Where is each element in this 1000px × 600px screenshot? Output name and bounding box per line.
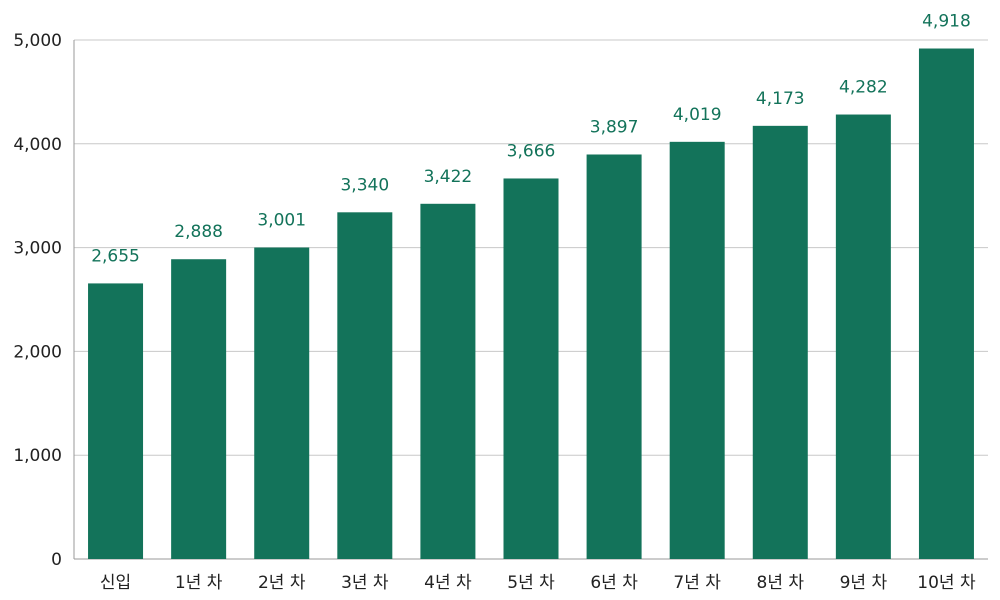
x-category-label: 6년 차 xyxy=(590,573,638,593)
bar xyxy=(337,212,393,560)
data-labels: 2,655 2,888 3,001 3,340 3,422 3,666 3,897 4,019… xyxy=(91,12,971,267)
x-category-label: 4년 차 xyxy=(424,573,472,593)
bar-value-label: 2,888 xyxy=(174,222,223,242)
y-axis-tick-labels: 0 1,000 2,000 3,000 4,000 5,000 xyxy=(13,31,62,570)
x-axis-category-labels: 신입 1년 차 2년 차 3년 차 4년 차 5년 차 6년 차 7년 차 8년 차 9년 차 10… xyxy=(100,573,976,593)
bar xyxy=(503,178,559,560)
x-category-label: 1년 차 xyxy=(175,573,223,593)
x-category-label: 5년 차 xyxy=(507,573,555,593)
x-category-label: 2년 차 xyxy=(258,573,306,593)
y-tick-label: 5,000 xyxy=(13,31,62,51)
bar-value-label: 3,666 xyxy=(507,141,556,161)
bar xyxy=(918,48,974,560)
bar-value-label: 4,019 xyxy=(673,105,722,125)
y-tick-label: 0 xyxy=(51,550,62,570)
x-category-label: 7년 차 xyxy=(673,573,721,593)
y-tick-label: 4,000 xyxy=(13,135,62,155)
x-category-label: 8년 차 xyxy=(757,573,805,593)
bar xyxy=(586,154,642,559)
bars xyxy=(88,48,974,560)
x-category-label: 신입 xyxy=(100,573,131,593)
bar xyxy=(254,247,310,559)
bar-value-label: 3,001 xyxy=(257,210,306,230)
bar xyxy=(420,203,476,560)
bar-value-label: 4,173 xyxy=(756,89,805,109)
bar-value-label: 3,422 xyxy=(424,167,473,187)
bar-value-label: 4,918 xyxy=(922,12,971,32)
bar xyxy=(752,125,808,560)
y-tick-label: 3,000 xyxy=(13,239,62,259)
bar xyxy=(669,141,725,559)
x-category-label: 10년 차 xyxy=(917,573,976,593)
bar-value-label: 4,282 xyxy=(839,78,888,98)
bar-value-label: 3,897 xyxy=(590,117,639,137)
x-category-label: 3년 차 xyxy=(341,573,389,593)
x-category-label: 9년 차 xyxy=(840,573,888,593)
bar xyxy=(835,114,891,560)
y-tick-label: 2,000 xyxy=(13,342,62,362)
bar xyxy=(88,283,144,559)
y-tick-label: 1,000 xyxy=(13,446,62,466)
bar-value-label: 2,655 xyxy=(91,246,140,266)
bar xyxy=(171,259,227,559)
bar-value-label: 3,340 xyxy=(340,175,389,195)
